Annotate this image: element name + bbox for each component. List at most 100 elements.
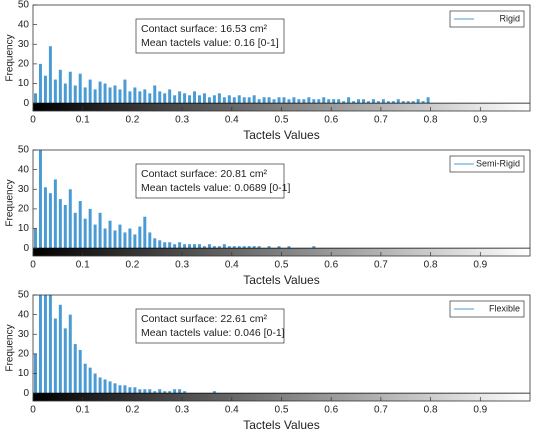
bar	[103, 83, 107, 104]
bar	[93, 224, 97, 249]
x-tick-label: 0.1	[76, 405, 90, 416]
annotation: Mean tactels value: 0.046 [0-1]	[141, 327, 285, 339]
bar	[267, 246, 271, 249]
bar	[242, 246, 246, 249]
x-tick-label: 0.7	[374, 115, 388, 126]
bar	[118, 385, 122, 394]
bar	[252, 246, 256, 249]
x-tick-label: 0.8	[424, 405, 438, 416]
bar	[123, 232, 127, 249]
y-tick-label: 40	[18, 309, 30, 320]
bar	[312, 246, 316, 249]
bar	[217, 93, 221, 104]
x-tick-label: 0.4	[225, 405, 239, 416]
bar	[68, 189, 72, 249]
bar	[53, 318, 57, 394]
bar	[168, 89, 172, 104]
bar	[247, 246, 251, 249]
bar	[128, 387, 132, 394]
bar	[48, 46, 52, 104]
bar	[262, 97, 266, 104]
x-tick-label: 0.4	[225, 115, 239, 126]
bar	[93, 89, 97, 104]
y-tick-label: 0	[23, 243, 29, 254]
y-axis-label: Frequency	[5, 324, 16, 371]
bar	[198, 244, 201, 249]
bar	[148, 389, 152, 394]
bar	[63, 83, 67, 104]
bar	[237, 246, 241, 249]
bar	[58, 69, 62, 104]
bar	[173, 244, 177, 249]
bar	[411, 101, 415, 104]
legend-box	[449, 300, 525, 318]
bar	[98, 212, 102, 249]
x-tick-label: 0.7	[374, 405, 388, 416]
bar	[43, 75, 47, 104]
bar	[352, 101, 356, 104]
x-tick-label: 0.3	[175, 260, 189, 271]
bar	[193, 244, 197, 249]
bar	[202, 93, 206, 104]
bar	[108, 220, 112, 249]
bar	[302, 99, 306, 104]
bar	[118, 224, 122, 249]
bar	[381, 99, 385, 104]
x-tick-label: 0.5	[275, 260, 289, 271]
bar	[198, 95, 201, 104]
x-tick-label: 0.3	[175, 405, 189, 416]
annotation-box	[135, 163, 285, 199]
annotation: Contact surface: 16.53 cm²	[141, 23, 268, 35]
bar	[342, 101, 346, 104]
bar	[173, 389, 177, 394]
bar	[366, 101, 370, 104]
bar	[212, 95, 216, 104]
bar	[98, 81, 102, 104]
bar	[421, 101, 425, 104]
x-tick-label: 0	[30, 115, 36, 126]
bar	[38, 295, 42, 394]
bar	[88, 79, 92, 104]
annotation: Mean tactels value: 0.0689 [0-1]	[141, 182, 291, 194]
bar	[357, 99, 361, 104]
y-tick-label: 40	[18, 19, 30, 30]
bar	[98, 377, 102, 394]
x-tick-label: 0	[30, 260, 36, 271]
bar	[83, 87, 87, 104]
legend-label: Flexible	[489, 303, 520, 313]
bar	[272, 99, 276, 104]
bar	[257, 99, 261, 104]
y-tick-label: 30	[18, 184, 30, 195]
bar	[63, 328, 67, 394]
bar	[43, 295, 47, 394]
annotation: Contact surface: 22.61 cm²	[141, 313, 268, 325]
bar	[173, 95, 177, 104]
bar	[48, 295, 52, 394]
bar	[217, 246, 221, 249]
y-axis-label: Frequency	[5, 179, 16, 226]
bar	[138, 226, 142, 249]
annotation-box	[135, 18, 285, 54]
bar	[277, 97, 281, 104]
bar	[371, 99, 375, 104]
bar	[78, 349, 82, 394]
y-tick-label: 50	[18, 290, 30, 301]
bar	[118, 89, 122, 104]
y-tick-label: 10	[18, 368, 30, 379]
bar	[416, 99, 420, 104]
bar	[391, 101, 395, 104]
bar	[148, 232, 152, 249]
y-tick-label: 0	[23, 98, 29, 109]
bar	[237, 95, 241, 104]
annotation-box	[135, 308, 285, 344]
bar	[43, 187, 47, 249]
bar	[108, 87, 112, 104]
bar	[242, 97, 246, 104]
x-tick-label: 0.7	[374, 260, 388, 271]
bar	[376, 101, 380, 104]
bar	[287, 246, 291, 249]
bar	[73, 212, 77, 249]
x-tick-label: 0.4	[225, 260, 239, 271]
bar	[183, 391, 187, 394]
